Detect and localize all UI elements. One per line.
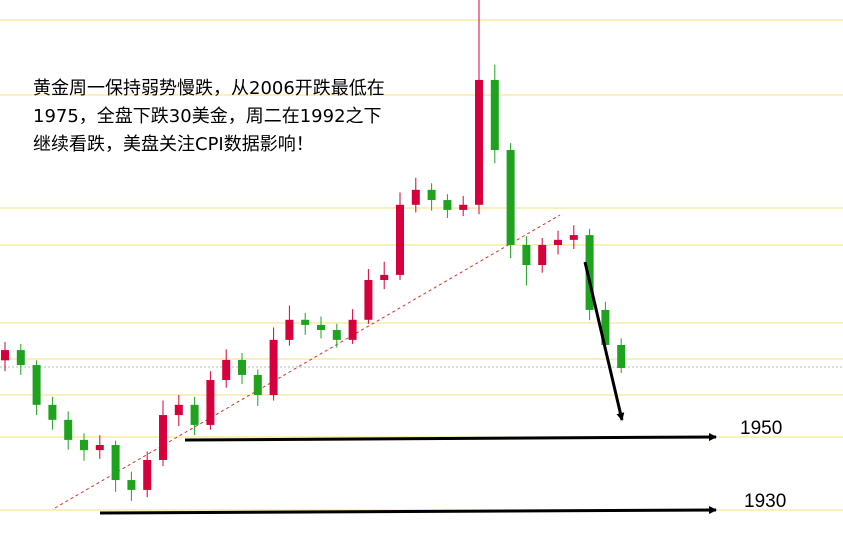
candle-body xyxy=(190,404,199,425)
candle-body xyxy=(617,344,626,368)
candle-body xyxy=(348,319,357,340)
candle-body xyxy=(301,319,310,325)
level-arrows: 1950 1930 xyxy=(99,418,786,515)
annotation-line: 1975，全盘下跌30美金，周二在1992之下 xyxy=(33,106,382,127)
candle-body xyxy=(206,380,215,425)
candle-body xyxy=(317,324,325,331)
candle-body xyxy=(585,235,594,310)
candle-body xyxy=(411,189,420,205)
candle-body xyxy=(80,439,88,451)
annotation-line: 继续看跌，美盘关注CPI数据影响！ xyxy=(33,134,314,155)
candle-body xyxy=(222,359,231,381)
candle-body xyxy=(143,459,152,490)
candle-body xyxy=(490,79,499,151)
annotation: 黄金周一保持弱势慢跌，从2006开跌最低在 1975，全盘下跌30美金，周二在19… xyxy=(33,78,385,155)
candle-body xyxy=(16,350,25,366)
annotation-line: 黄金周一保持弱势慢跌，从2006开跌最低在 xyxy=(33,78,385,99)
candle-body xyxy=(396,204,404,275)
candle-body xyxy=(159,415,167,460)
candle-body xyxy=(1,350,9,361)
candle-body xyxy=(238,359,246,375)
candle-body xyxy=(285,319,294,340)
candle-body xyxy=(475,79,483,205)
candle-body xyxy=(522,244,531,266)
candle-body xyxy=(332,330,341,340)
level-label: 1930 xyxy=(744,491,786,512)
candle-body xyxy=(569,235,578,240)
level-arrow xyxy=(184,433,717,442)
candle-body xyxy=(127,480,136,490)
candles xyxy=(1,0,626,501)
candle-body xyxy=(95,445,104,451)
trend-line xyxy=(54,214,561,509)
candle-body xyxy=(111,445,120,481)
candle-body xyxy=(174,404,183,416)
level-label: 1950 xyxy=(740,418,782,439)
candle-body xyxy=(32,365,41,405)
candle-body xyxy=(253,374,262,395)
candle-body xyxy=(538,244,547,266)
candle-body xyxy=(427,189,436,201)
candle-body xyxy=(269,339,278,395)
level-arrow xyxy=(99,506,717,515)
candle-body xyxy=(48,404,57,420)
candle-body xyxy=(64,419,73,440)
candle-body xyxy=(380,274,389,280)
candle-body xyxy=(459,204,468,210)
candle-body xyxy=(601,309,610,345)
candle-body xyxy=(506,150,515,245)
candle-body xyxy=(554,239,562,245)
drop-arrow xyxy=(583,261,625,421)
candle-body xyxy=(443,200,452,210)
candle-body xyxy=(364,279,373,320)
